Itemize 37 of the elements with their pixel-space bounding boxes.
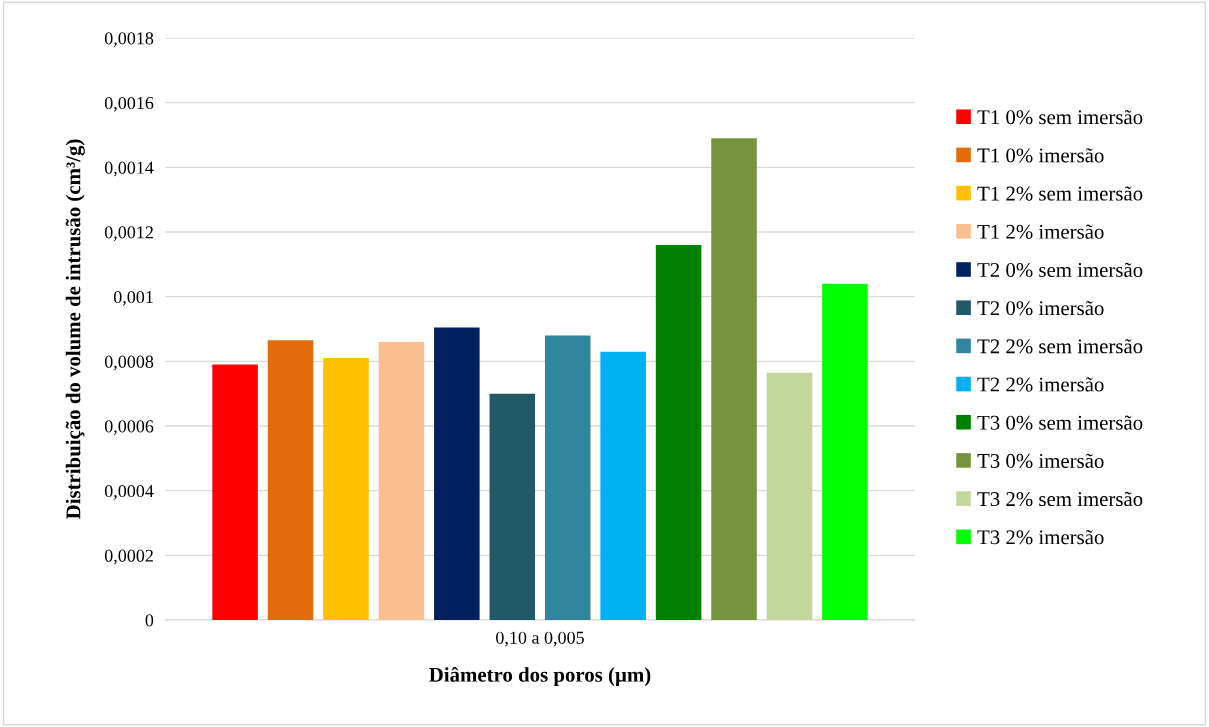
bar: [434, 327, 480, 620]
y-tick-label: 0,001: [113, 290, 153, 306]
y-tick-label: 0: [145, 614, 154, 627]
legend-label: T1 0% sem imersão: [977, 110, 1143, 125]
y-axis-title: Distribuição do volume de intrusão (cm³/g): [65, 139, 85, 519]
bar: [212, 364, 258, 620]
y-tick-label: 0,0014: [104, 161, 154, 177]
bar: [766, 372, 813, 620]
legend-label: T2 0% sem imersão: [977, 262, 1143, 278]
bar: [600, 351, 646, 620]
bar: [323, 358, 369, 620]
bar: [822, 283, 868, 620]
legend-label: T1 2% imersão: [977, 224, 1104, 239]
bar: [544, 335, 591, 620]
y-tick-label: 0,0016: [104, 96, 154, 112]
legend-label: T1 2% sem imersão: [977, 186, 1143, 201]
y-tick-label: 0,0004: [104, 484, 154, 500]
legend-label: T2 2% imersão: [977, 377, 1104, 392]
legend-label: T2 2% sem imersão: [977, 339, 1143, 354]
y-tick-label: 0,0012: [104, 226, 153, 242]
bar: [489, 393, 536, 620]
legend-label: T1 0% imersão: [977, 148, 1104, 163]
bar: [378, 341, 425, 620]
legend-label: T3 2% sem imersão: [977, 491, 1143, 507]
x-tick-label: 0,10 a 0,005: [496, 631, 584, 647]
y-tick-label: 0,0006: [104, 420, 154, 436]
bar: [267, 340, 314, 620]
legend-label: T2 0% imersão: [977, 300, 1104, 316]
x-axis-title: Diâmetro dos poros (µm): [429, 666, 651, 687]
legend-label: T3 2% imersão: [977, 530, 1104, 545]
legend-label: T3 0% sem imersão: [977, 415, 1143, 430]
bar: [711, 138, 757, 620]
y-tick-label: 0,0018: [104, 32, 154, 48]
y-tick-label: 0,0008: [104, 355, 154, 371]
legend-label: T3 0% imersão: [977, 453, 1104, 468]
y-tick-label: 0,0002: [104, 549, 153, 565]
bar: [655, 244, 702, 620]
